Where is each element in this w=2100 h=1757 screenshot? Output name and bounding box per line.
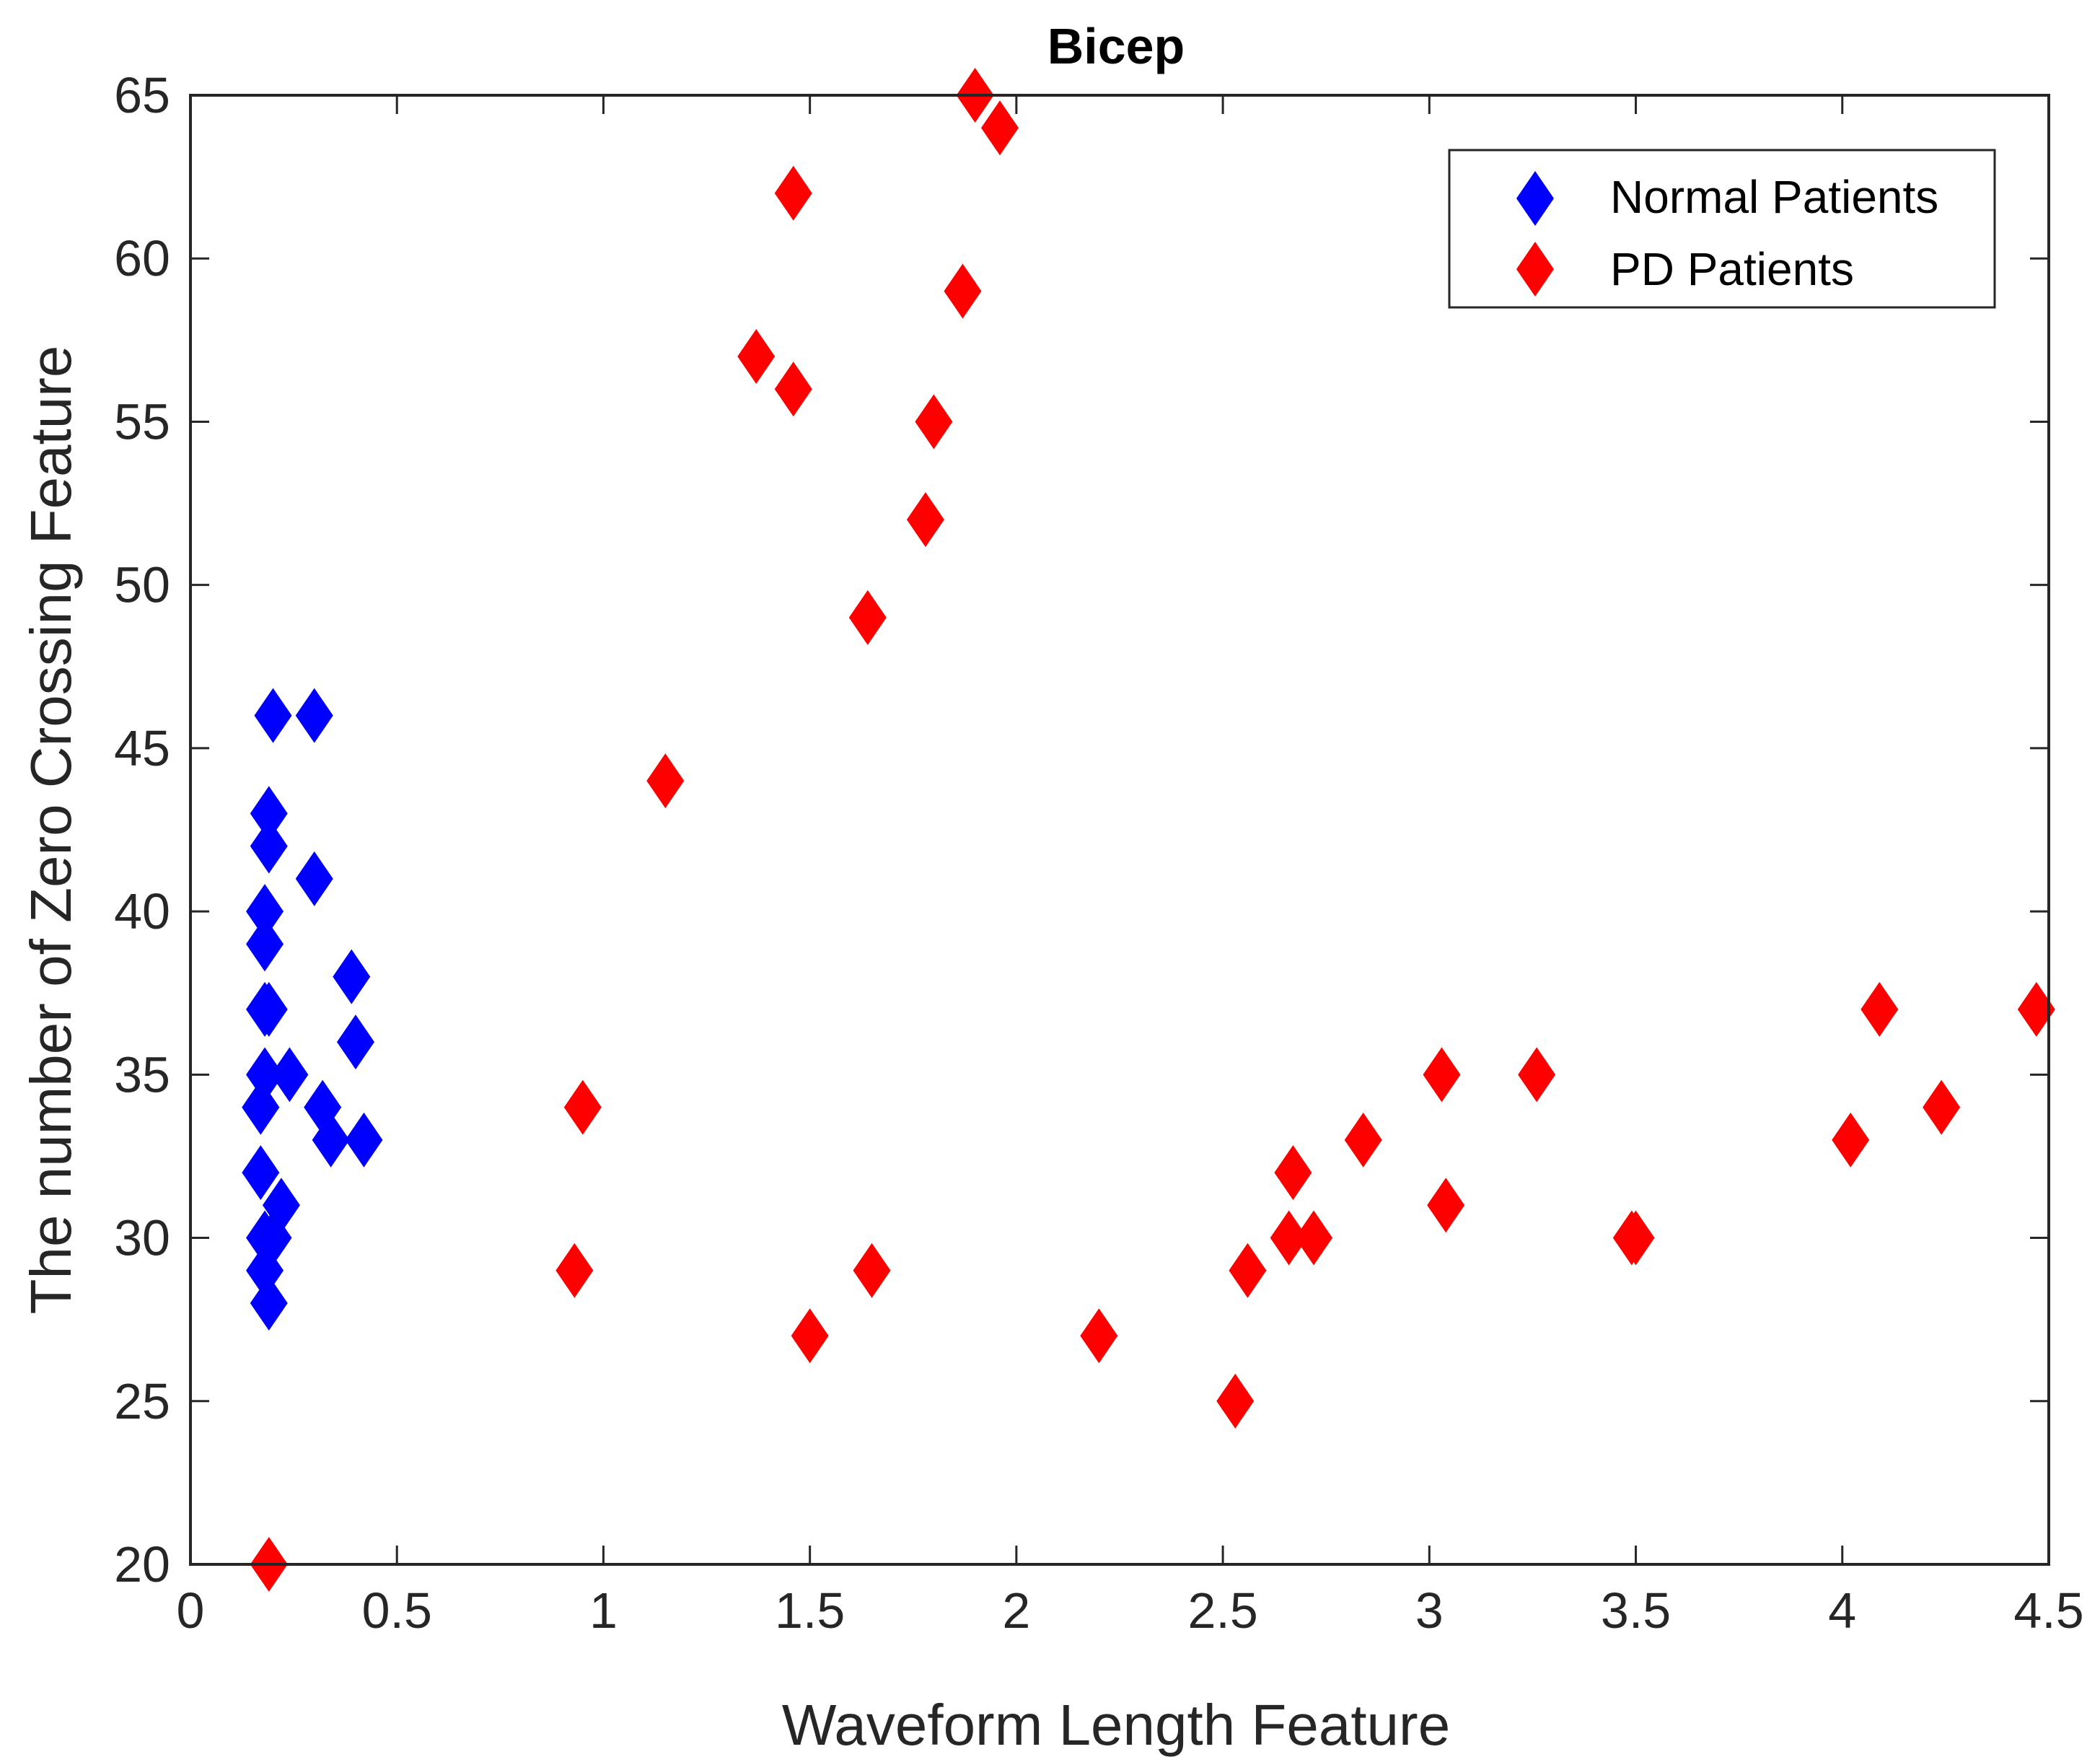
data-point-pd-patients [791,1308,829,1364]
data-point-pd-patients [1518,1047,1556,1103]
data-point-normal-patients [271,1047,309,1103]
data-point-pd-patients [944,263,982,319]
x-tick-label: 3 [1415,1582,1444,1639]
data-point-normal-patients [254,688,292,743]
y-tick-label: 20 [114,1536,170,1592]
axis-ticks: 0 0.5 1 1.5 2 2.5 3 3.5 4 4.5 20 25 30 35 40 45 50 55 60 65 [114,67,2084,1639]
y-tick-label: 60 [114,230,170,286]
data-point-pd-patients [1270,1210,1308,1266]
data-point-normal-patients [242,1145,280,1201]
x-tick-label: 4.5 [2013,1582,2083,1639]
x-tick-label: 1 [589,1582,618,1639]
x-tick-label: 4 [1828,1582,1856,1639]
data-point-pd-patients [1923,1079,1961,1135]
legend-label-pd-patients: PD Patients [1610,243,1854,295]
data-point-pd-patients [737,328,776,384]
data-point-normal-patients [336,1015,374,1070]
x-axis-label: Waveform Length Feature [782,1693,1450,1757]
data-point-pd-patients [774,362,812,417]
data-point-pd-patients [906,492,944,548]
data-point-pd-patients [646,753,685,809]
data-point-pd-patients [1832,1112,1870,1167]
y-tick-label: 50 [114,557,170,613]
data-point-normal-patients [250,786,288,841]
data-point-pd-patients [2017,981,2055,1037]
data-point-pd-patients [774,165,812,221]
x-tick-label: 2.5 [1187,1582,1257,1639]
data-point-pd-patients [1344,1112,1382,1167]
data-point-normal-patients [295,688,333,743]
x-tick-label: 2 [1002,1582,1030,1639]
data-point-normal-patients [333,949,371,1004]
y-tick-label: 35 [114,1046,170,1103]
data-point-pd-patients [1427,1178,1465,1233]
data-point-pd-patients [1423,1047,1461,1103]
data-point-pd-patients [1216,1373,1255,1429]
data-point-normal-patients [246,884,284,939]
data-point-pd-patients [1617,1210,1655,1266]
plot-area-frame [189,94,2050,1566]
y-tick-label: 65 [114,67,170,123]
data-point-pd-patients [1229,1243,1267,1298]
data-point-pd-patients [915,394,953,450]
legend: Normal Patients PD Patients [1448,149,1996,309]
x-tick-label: 0 [177,1582,205,1639]
legend-label-normal-patients: Normal Patients [1610,171,1938,223]
data-point-pd-patients [853,1243,891,1298]
data-point-normal-patients [345,1112,383,1167]
data-point-normal-patients [312,1112,350,1167]
data-point-pd-patients [1295,1210,1333,1266]
data-point-normal-patients [250,818,288,874]
data-point-pd-patients [563,1079,602,1135]
data-point-pd-patients [980,100,1019,156]
y-tick-label: 25 [114,1373,170,1429]
data-point-pd-patients [1080,1308,1118,1364]
y-tick-label: 55 [114,393,170,450]
x-tick-label: 0.5 [362,1582,432,1639]
y-tick-label: 40 [114,883,170,939]
y-tick-label: 30 [114,1210,170,1266]
legend-marker-normal-patients [1516,171,1554,226]
data-markers [242,68,2055,1592]
legend-marker-pd-patients [1516,242,1554,297]
data-point-normal-patients [242,1079,280,1135]
y-axis-label: The number of Zero Crossing Feature [19,346,83,1315]
y-tick-label: 45 [114,720,170,776]
data-point-pd-patients [1860,981,1899,1037]
data-point-normal-patients [246,916,284,972]
x-tick-label: 3.5 [1601,1582,1671,1639]
data-point-pd-patients [555,1243,594,1298]
data-point-normal-patients [250,981,288,1037]
data-point-normal-patients [250,1276,288,1331]
data-point-pd-patients [1274,1145,1312,1201]
data-point-normal-patients [246,1210,284,1266]
data-point-pd-patients [848,590,887,645]
chart-title: Bicep [1047,18,1185,74]
x-tick-label: 1.5 [775,1582,845,1639]
data-point-normal-patients [295,851,333,906]
